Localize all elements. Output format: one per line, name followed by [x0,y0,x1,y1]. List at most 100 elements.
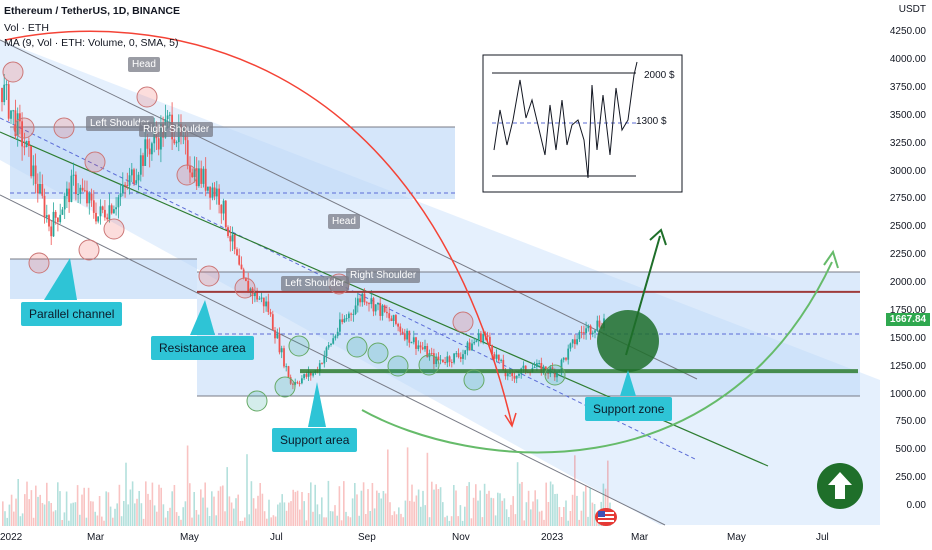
volume-bar [543,519,545,526]
candle-body [325,347,328,357]
candle-body [1,87,3,103]
candle-body [218,188,220,205]
volume-bar [175,512,178,526]
candle-body [166,115,169,119]
candle-body [372,298,375,312]
volume-bar [453,485,455,526]
candle-body [294,382,297,385]
candle-body [477,333,480,341]
volume-bar [26,481,28,526]
volume-bar [593,504,596,526]
pattern-marker [136,86,158,108]
us-flag-icon[interactable] [595,508,617,526]
candle-body [287,366,290,378]
volume-bar [501,500,503,526]
volume-bar [252,498,255,526]
volume-bar [59,491,61,526]
volume-bar [582,491,585,526]
volume-bar [404,500,407,526]
volume-bar [435,484,437,526]
candle-body [289,377,292,384]
candle-body [540,363,543,373]
volume-bar [21,513,24,526]
candle-body [101,206,104,210]
volume-bar [556,493,558,526]
volume-bar [391,515,393,526]
volume-bar [98,496,101,526]
candle-body [430,353,433,355]
candle-body [99,206,102,217]
candle-body [126,185,129,186]
volume-bar [576,495,578,526]
volume-bar [206,507,209,526]
candle-body [370,298,373,305]
volume-bar [527,490,530,526]
candle-body [412,337,415,343]
volume-layer [2,445,611,526]
candle-body [184,135,187,141]
candle-body [303,374,305,379]
x-tick-label: Jul [816,532,829,543]
volume-bar [274,516,277,526]
volume-bar [607,460,609,526]
volume-bar [250,481,253,526]
volume-bar [585,485,587,526]
head-label-1: Head [128,57,160,72]
candle-body [229,236,232,242]
pattern-marker [198,265,220,287]
candle-body [113,209,115,214]
volume-bar [455,490,457,526]
pattern-marker [2,61,24,83]
candle-body [587,325,590,329]
volume-legend: Vol · ETH [4,22,49,34]
volume-bar [162,504,165,526]
candle-body [50,226,53,237]
volume-bar [222,485,224,526]
volume-bar [356,494,358,526]
candle-body [585,328,587,334]
callout-pointer [190,300,215,335]
volume-bar [604,488,607,526]
candle-body [224,200,227,228]
candle-body [497,354,500,361]
candle-body [594,330,596,333]
volume-bar [48,501,50,526]
volume-bar [389,502,391,526]
x-tick-label: Mar [631,532,649,543]
candle-body [397,323,399,327]
volume-bar [336,515,338,526]
candle-body [571,339,574,344]
candle-body [204,168,207,191]
volume-bar [422,490,424,526]
candle-body [151,143,153,155]
volume-bar [444,517,446,526]
candle-body [348,313,350,319]
lower-box [10,259,197,299]
volume-bar [541,510,543,526]
candle-body [258,298,261,300]
volume-bar [189,483,191,526]
volume-bar [312,511,314,526]
volume-bar [233,508,235,526]
candle-body [198,168,200,187]
boost-button[interactable] [817,463,863,509]
volume-bar [354,483,356,526]
candle-body [274,330,276,339]
volume-bar [83,487,85,526]
volume-bar [63,512,66,526]
volume-bar [211,491,213,526]
left-shoulder-label-2: Left Shoulder [281,276,349,291]
volume-bar [554,494,556,526]
volume-bar [549,481,552,526]
x-tick-label: May [727,532,746,543]
volume-bar [290,501,292,526]
candle-body [95,212,97,222]
y-tick-label: 1000.00 [889,388,926,400]
x-tick-label: 2022 [0,532,23,543]
volume-bar [318,514,321,526]
volume-bar [534,490,536,526]
volume-bar [488,490,490,526]
volume-bar [76,485,79,526]
volume-bar [552,484,554,526]
